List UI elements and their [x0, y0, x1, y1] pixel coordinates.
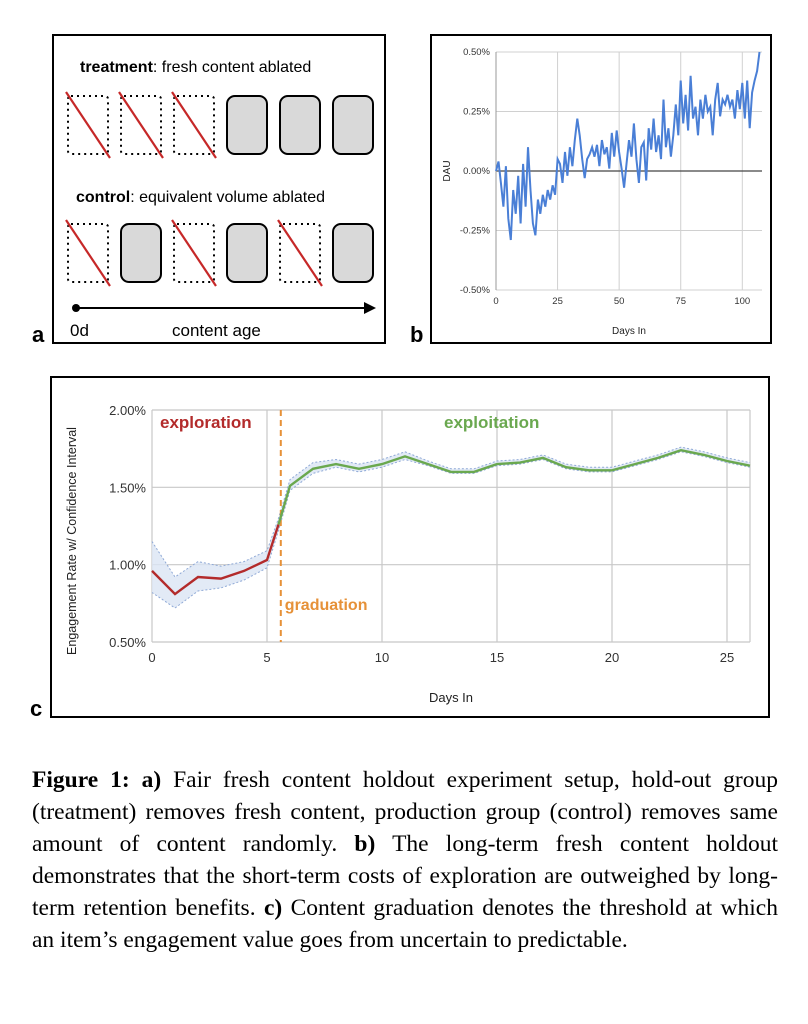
- y-tick-label: 1.50%: [109, 480, 146, 495]
- graduation-annotation: graduation: [285, 597, 368, 614]
- control-bold: control: [76, 189, 130, 206]
- x-axis-title: Days In: [612, 326, 646, 337]
- ablation-strike: [118, 91, 164, 159]
- y-tick-label: 2.00%: [109, 403, 146, 418]
- axis-label: content age: [172, 321, 261, 340]
- y-axis-title: DAU: [442, 160, 453, 181]
- panel-a: treatment: fresh content ablated control…: [52, 34, 386, 344]
- x-tick-label: 5: [263, 650, 270, 665]
- x-tick-label: 25: [552, 296, 563, 307]
- treatment-row: [65, 91, 374, 159]
- ci-lower-bound: [151, 451, 751, 609]
- caption-c-label: c): [263, 895, 283, 921]
- x-axis-title: Days In: [429, 690, 473, 705]
- x-tick-label: 15: [490, 650, 504, 665]
- y-tick-label: 0.50%: [463, 47, 490, 58]
- content-item-box: [279, 95, 321, 155]
- panel-label-a: a: [32, 322, 45, 347]
- x-tick-label: 75: [675, 296, 686, 307]
- panel-label-c: c: [30, 696, 43, 721]
- panel-label-b: b: [410, 322, 424, 347]
- caption-figure-label: Figure 1: a): [32, 767, 162, 793]
- treatment-heading: treatment: fresh content ablated: [80, 59, 311, 76]
- dau-series-line: [495, 51, 761, 241]
- axis-arrowhead: [364, 302, 376, 314]
- y-tick-label: 0.25%: [463, 107, 490, 118]
- y-axis-title: Engagement Rate w/ Confidence Interval: [65, 427, 79, 655]
- x-tick-label: 0: [493, 296, 498, 307]
- exploration-annotation: exploration: [160, 413, 252, 432]
- treatment-bold: treatment: [80, 59, 154, 76]
- ablation-strike: [171, 219, 217, 287]
- panel-a-diagram: treatment: fresh content ablated control…: [65, 59, 376, 340]
- content-item-box: [332, 223, 374, 283]
- axis-start-label: 0d: [70, 321, 89, 340]
- exploration-series-line: [151, 524, 280, 596]
- ablation-strike: [65, 91, 111, 159]
- content-item-box: [226, 223, 268, 283]
- ci-upper-bound: [151, 446, 751, 578]
- y-tick-label: 0.00%: [463, 166, 490, 177]
- caption-text-c: Content graduation denotes the threshold…: [32, 895, 778, 953]
- control-heading: control: equivalent volume ablated: [76, 189, 325, 206]
- ablation-strike: [277, 219, 323, 287]
- caption-b-label: b): [354, 831, 376, 857]
- control-rest: : equivalent volume ablated: [130, 189, 325, 206]
- engagement-chart: 2.00% 1.50% 1.00% 0.50%0 5 10 15 20 25 exploratio…: [65, 403, 751, 705]
- control-row: [65, 219, 374, 287]
- y-tick-label: -0.50%: [460, 285, 491, 296]
- y-tick-label: 0.50%: [109, 635, 146, 650]
- figure-caption: Figure 1: a) Fair fresh content holdout …: [32, 764, 778, 956]
- x-tick-label: 100: [734, 296, 750, 307]
- content-item-box: [332, 95, 374, 155]
- treatment-rest: : fresh content ablated: [153, 59, 311, 76]
- x-tick-label: 10: [375, 650, 389, 665]
- content-item-box: [226, 95, 268, 155]
- panel-b: 0.50% 0.25% 0.00% -0.25% -0.50% 0 25 50 75 100 DAU…: [430, 34, 772, 344]
- panel-c: 2.00% 1.50% 1.00% 0.50% 0 5 10 15 20 25 exploratio…: [50, 376, 770, 718]
- x-tick-label: 50: [614, 296, 625, 307]
- ablation-strike: [65, 219, 111, 287]
- x-tick-label: 0: [148, 650, 155, 665]
- exploitation-series-line: [277, 448, 751, 525]
- exploitation-annotation: exploitation: [444, 413, 539, 432]
- caption-text-a: Fair fresh content holdout experiment se…: [32, 767, 779, 857]
- y-tick-label: 1.00%: [109, 558, 146, 573]
- caption-text-b: The long-term fresh content holdout demo…: [32, 831, 778, 921]
- content-item-box: [120, 223, 162, 283]
- x-tick-label: 25: [720, 650, 734, 665]
- x-tick-label: 20: [605, 650, 619, 665]
- dau-chart: 0.50% 0.25% 0.00% -0.25% -0.50%0 25 50 75 100 DAU…: [442, 47, 762, 337]
- y-tick-label: -0.25%: [460, 226, 491, 237]
- ablation-strike: [171, 91, 217, 159]
